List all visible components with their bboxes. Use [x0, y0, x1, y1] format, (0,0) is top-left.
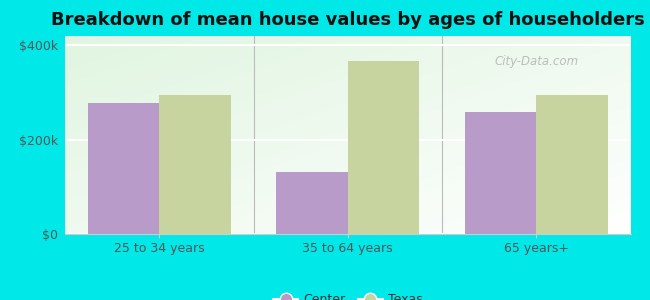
- Text: City-Data.com: City-Data.com: [495, 55, 579, 68]
- Bar: [88, 103, 159, 234]
- Legend: Center, Texas: Center, Texas: [268, 288, 428, 300]
- Title: Breakdown of mean house values by ages of householders: Breakdown of mean house values by ages o…: [51, 11, 645, 29]
- Bar: [348, 61, 419, 234]
- Bar: [159, 95, 231, 234]
- Bar: [276, 172, 348, 234]
- Bar: [465, 112, 536, 234]
- Bar: [536, 95, 608, 234]
